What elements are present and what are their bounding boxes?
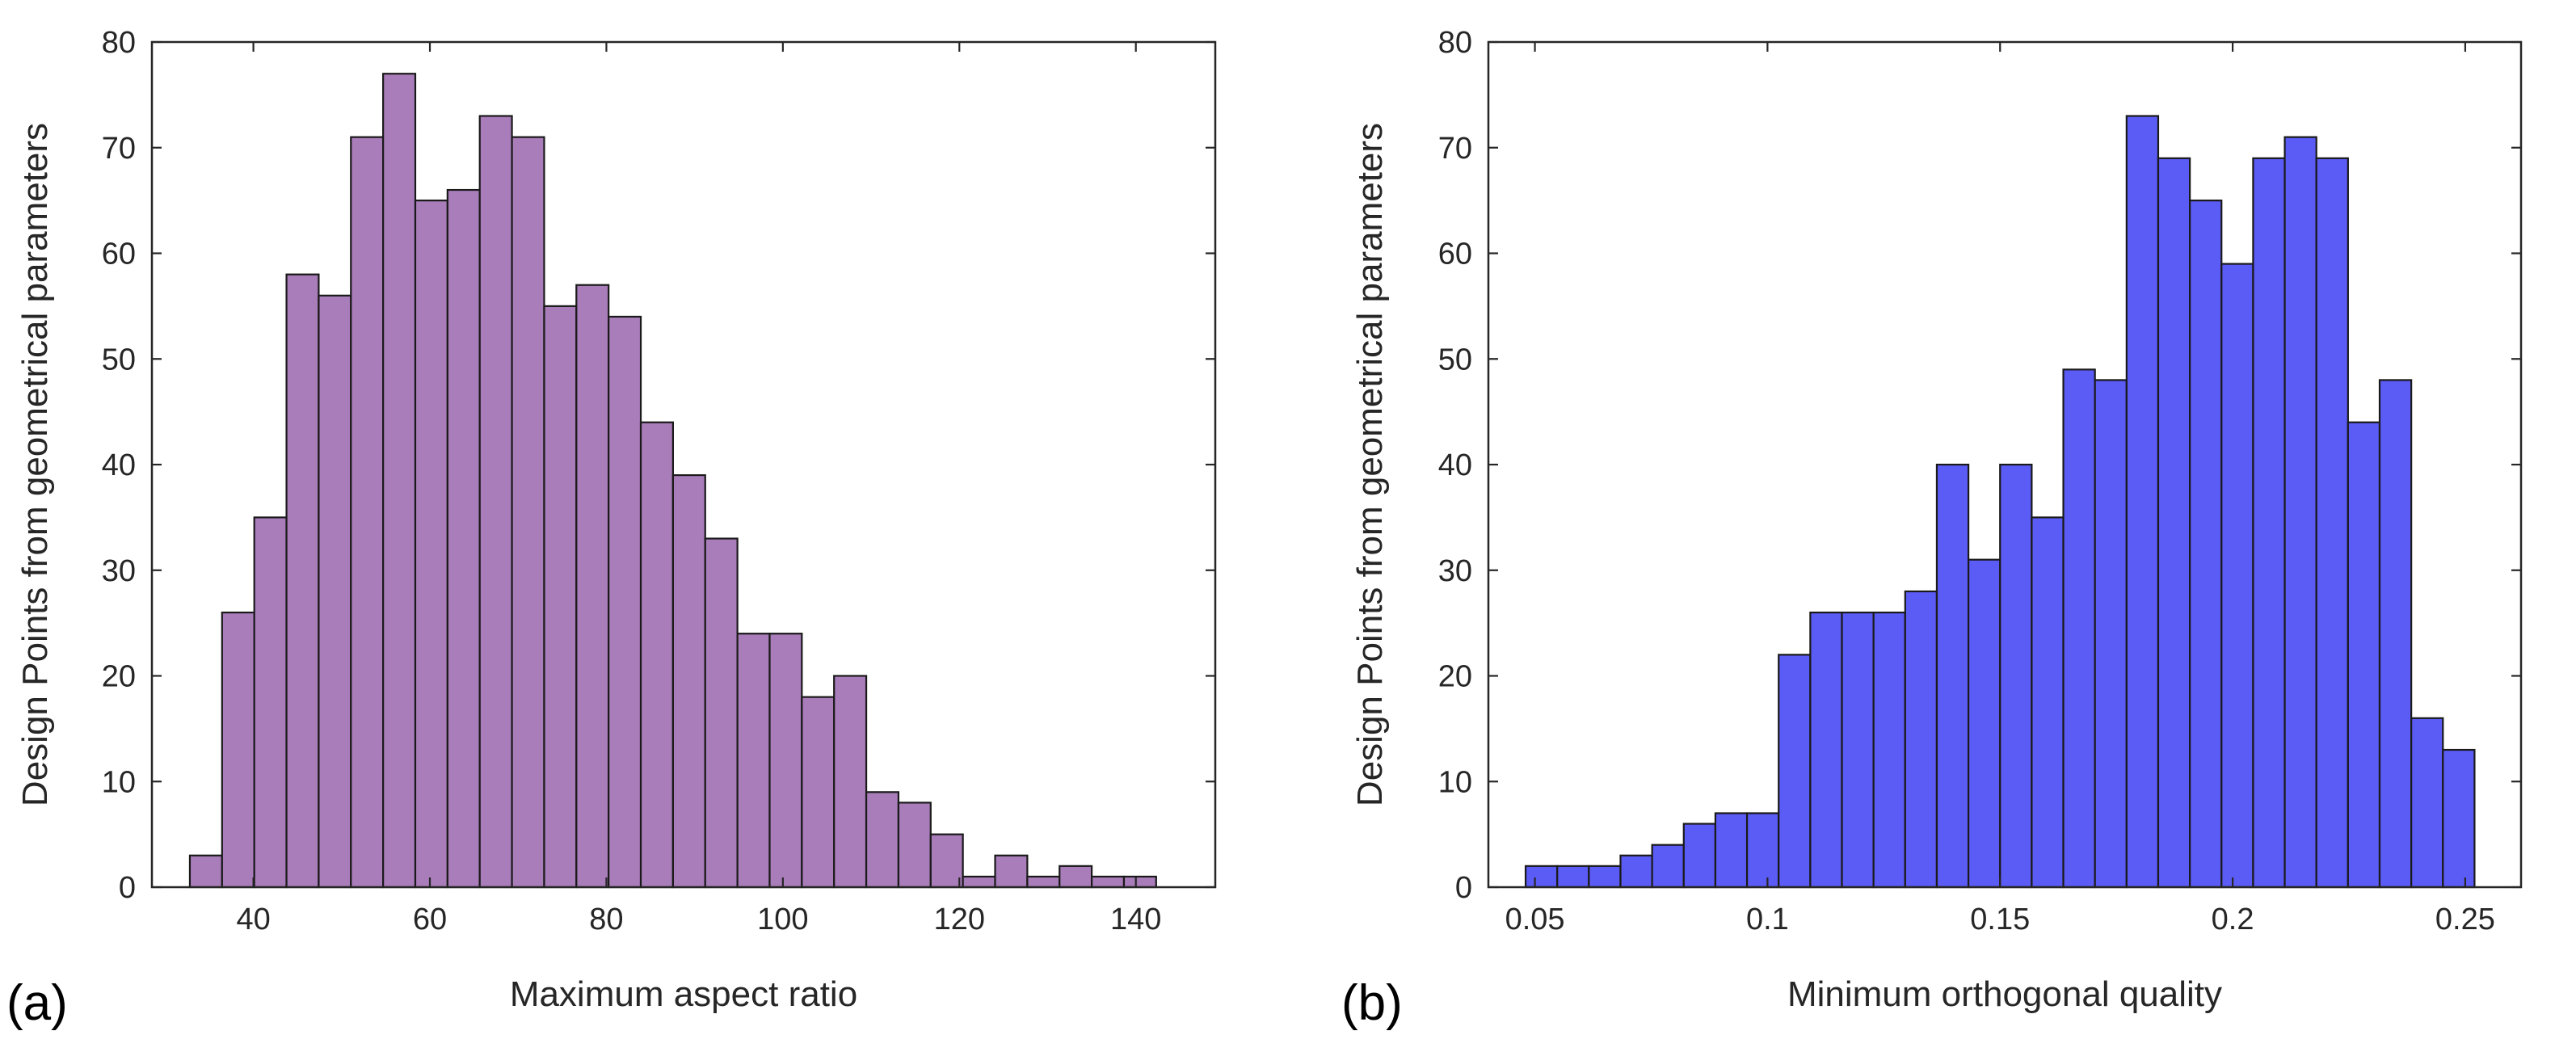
histogram-bar [414, 200, 448, 889]
histogram-bar [1524, 865, 1559, 889]
x-tick-label: 0.1 [1746, 903, 1789, 936]
histogram-bar [1714, 812, 1749, 889]
histogram-bar [1904, 590, 1938, 889]
histogram-bar [2157, 157, 2191, 889]
histogram-bar [608, 315, 642, 889]
y-tick-label: 80 [102, 26, 136, 60]
histogram-bar [994, 854, 1029, 889]
histogram-bar [2347, 421, 2381, 889]
histogram-bar [511, 136, 545, 889]
histogram-bar [1059, 865, 1093, 889]
histogram-bar [2252, 157, 2286, 889]
histogram-bar [929, 833, 964, 889]
x-axis-title-b: Minimum orthogonal quality [1787, 974, 2222, 1014]
histogram-bar [2125, 115, 2160, 889]
y-tick-label: 20 [102, 660, 136, 694]
histogram-panel-a: 40 60 80 100 120 140 0 10 20 30 40 50 60 70 80 Maximum… [6, 26, 1217, 1031]
x-tick-label: 120 [934, 903, 985, 936]
x-tick-label: 0.05 [1505, 903, 1565, 936]
y-tick-label: 20 [1438, 660, 1472, 694]
y-tick-label: 60 [1438, 238, 1472, 271]
histogram-bar [2220, 263, 2254, 889]
histogram-bar [2031, 516, 2065, 889]
histogram-bar [2283, 136, 2317, 889]
histogram-bar [1935, 463, 1970, 889]
histogram-bar [2189, 200, 2223, 889]
x-axis-title-a: Maximum aspect ratio [510, 974, 857, 1014]
histogram-bar [285, 273, 320, 889]
histogram-bar [897, 802, 932, 889]
histogram-bar [1556, 865, 1590, 889]
x-tick-label: 0.25 [2435, 903, 2495, 936]
histogram-bar [639, 421, 674, 889]
histogram-bar [2094, 379, 2128, 889]
histogram-bar [704, 537, 739, 889]
histogram-bar [1026, 875, 1061, 889]
histogram-bar [1091, 875, 1126, 889]
y-axis-title-a: Design Points from geometrical parameter… [15, 123, 55, 806]
histogram-bar [253, 516, 288, 889]
x-tick-label: 100 [757, 903, 808, 936]
histogram-bar [736, 633, 771, 889]
histogram-bar [1999, 463, 2033, 889]
y-tick-label: 10 [102, 765, 136, 799]
histogram-bar [1872, 611, 1906, 889]
histogram-bar [865, 791, 900, 889]
y-tick-label: 30 [1438, 554, 1472, 588]
histogram-bar [1651, 844, 1685, 889]
histogram-bar [2378, 379, 2413, 889]
histogram-bar [575, 284, 610, 889]
histogram-bar [671, 473, 706, 889]
histogram-bar [2315, 157, 2349, 889]
histogram-bar [382, 73, 417, 889]
histogram-bar [962, 875, 996, 889]
histogram-bar [188, 854, 223, 889]
histogram-bar [1967, 558, 2001, 889]
x-tick-label: 0.2 [2212, 903, 2254, 936]
histogram-bar [768, 633, 803, 889]
histogram-bar [478, 115, 513, 889]
y-tick-label: 10 [1438, 765, 1472, 799]
y-tick-label: 0 [1455, 871, 1472, 905]
y-tick-label: 70 [1438, 132, 1472, 166]
histogram-bar [2062, 368, 2096, 889]
histogram-bar [446, 188, 481, 889]
histogram-bar [1745, 812, 1780, 889]
y-tick-label: 40 [1438, 448, 1472, 482]
histogram-bar [350, 136, 385, 889]
panel-label-a: (a) [6, 975, 68, 1031]
y-tick-label: 80 [1438, 26, 1472, 60]
x-tick-label: 140 [1110, 903, 1161, 936]
histogram-bar [1809, 611, 1843, 889]
histogram-bar [318, 294, 352, 889]
histogram-bar [543, 305, 578, 889]
x-tick-label: 40 [236, 903, 270, 936]
histogram-bar [833, 675, 868, 889]
histogram-bar [1778, 654, 1812, 889]
histogram-bar [2442, 748, 2476, 889]
x-tick-label: 80 [589, 903, 623, 936]
histogram-bar [221, 611, 255, 889]
histogram-bar [1841, 611, 1875, 889]
histogram-bar [1122, 875, 1157, 889]
y-tick-label: 0 [119, 871, 136, 905]
histogram-bar [1619, 854, 1653, 889]
x-tick-label: 60 [413, 903, 447, 936]
histogram-panel-b: 0.05 0.1 0.15 0.2 0.25 0 10 20 30 40 50 60 70 80 Mini… [1341, 26, 2523, 1031]
histogram-bar [1588, 865, 1622, 889]
y-axis-title-b: Design Points from geometrical parameter… [1350, 123, 1390, 806]
y-tick-label: 50 [102, 343, 136, 377]
y-tick-label: 40 [102, 448, 136, 482]
histogram-bar [801, 696, 836, 889]
x-tick-label: 0.15 [1970, 903, 2030, 936]
histogram-bar [1682, 823, 1717, 889]
y-tick-label: 60 [102, 238, 136, 271]
y-tick-label: 30 [102, 554, 136, 588]
panel-label-b: (b) [1341, 975, 1403, 1031]
y-tick-label: 70 [102, 132, 136, 166]
y-tick-label: 50 [1438, 343, 1472, 377]
histogram-bar [2410, 717, 2444, 889]
